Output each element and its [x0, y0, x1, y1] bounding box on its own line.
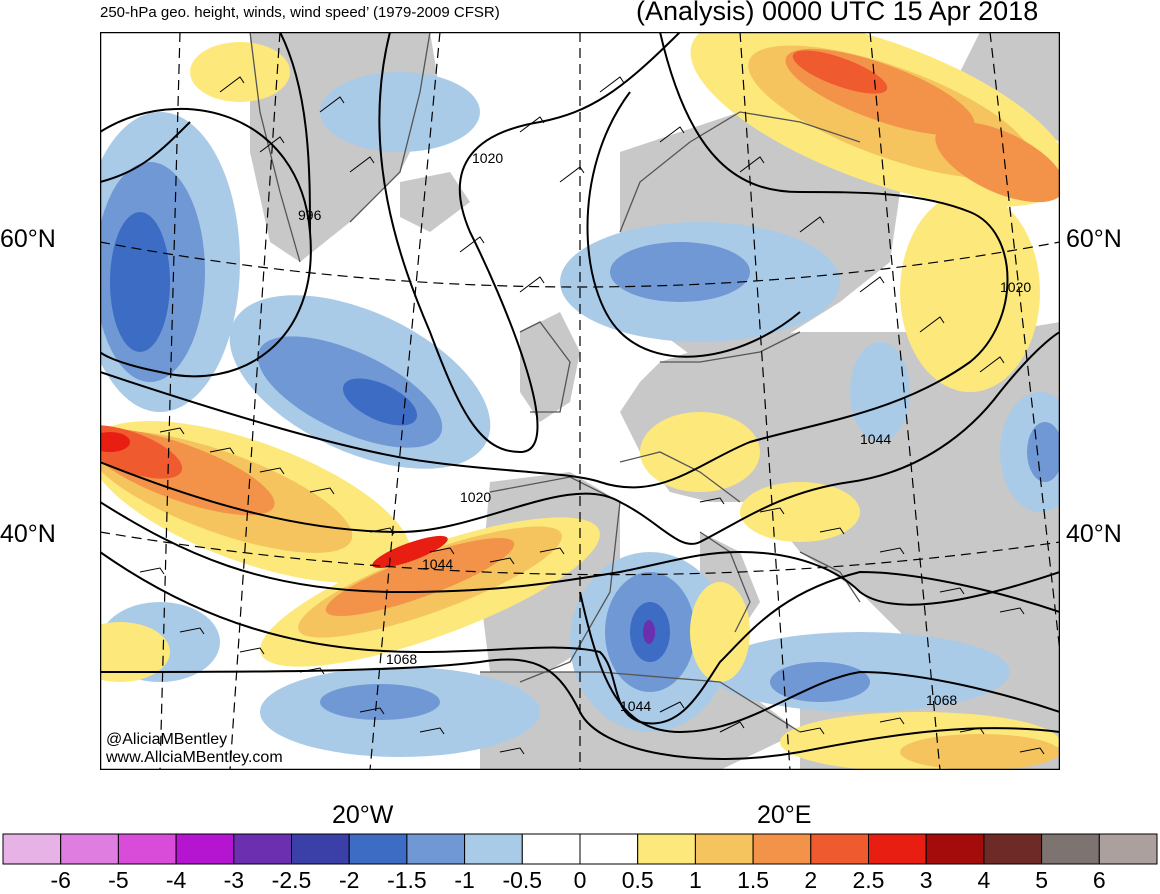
colorbar-tick-label: 3: [919, 867, 933, 893]
colorbar-tick-label: -2: [338, 867, 360, 893]
colorbar-swatch: [521, 833, 581, 865]
colorbar-swatch: [291, 833, 350, 865]
lat-label-40n-right: 40°N: [1066, 520, 1122, 548]
lat-label-60n-right: 60°N: [1066, 225, 1122, 253]
lon-label-20w: 20°W: [332, 801, 394, 829]
colorbar-tick-label: -2.5: [271, 867, 312, 893]
map-subtitle: 250-hPa geo. height, winds, wind speed’ …: [100, 4, 500, 21]
colorbar-tick-label: -4: [165, 867, 187, 893]
colorbar-swatch: [810, 833, 869, 865]
contour-label: 1044: [860, 431, 891, 447]
graticule: [100, 32, 1060, 770]
contour-labels: 996 1020 1020 1020 1044 1044 1044 1068 1…: [298, 150, 1031, 714]
credit-website: www.AliciaMBentley.com: [105, 749, 283, 766]
colorbar-swatch: [348, 833, 408, 865]
colorbar-swatch: [868, 833, 927, 865]
credit-handle: @AliciaMBentley: [106, 731, 227, 748]
colorbar-tick-label: -1: [454, 867, 475, 893]
colorbar-tick-label: 0.5: [621, 867, 654, 893]
colorbar-tick-label: 1: [688, 867, 702, 893]
contour-label: 1020: [472, 150, 503, 166]
colorbar-swatch: [117, 833, 177, 865]
colorbar-tick-label: 4: [977, 867, 991, 893]
colorbar-swatch: [464, 833, 523, 865]
colorbar-tick-label: 1.5: [737, 867, 770, 893]
colorbar-swatch: [925, 833, 985, 865]
colorbar-swatch: [60, 833, 119, 865]
map-frame: [100, 32, 1060, 770]
lat-label-40n-left: 40°N: [0, 520, 56, 548]
lon-label-20e: 20°E: [757, 801, 812, 829]
colorbar-tick-label: 6: [1092, 867, 1106, 893]
height-contours: [100, 32, 1060, 760]
colorbar-swatch: [406, 833, 466, 865]
colorbar-tick-label: 2.5: [852, 867, 885, 893]
colorbar-tick-label: -5: [108, 867, 129, 893]
colorbar-swatch: [2, 833, 62, 865]
contour-label: 1020: [460, 489, 491, 505]
colorbar-tick-label: -0.5: [502, 867, 543, 893]
colorbar-tick-label: 2: [804, 867, 818, 893]
colorbar-labels: -6 -5 -4 -3 -2.5 -2 -1.5 -1 -0.5 0 0.5 1 1.5 2 2.5 3 4 5 6: [0, 867, 1160, 893]
colorbar-swatch: [1041, 833, 1100, 865]
lat-label-60n-left: 60°N: [0, 225, 56, 253]
colorbar: [2, 833, 1158, 865]
colorbar-swatch: [175, 833, 235, 865]
colorbar-swatch: [1098, 833, 1158, 865]
wind-barbs: [139, 76, 1045, 755]
weather-map: 996 1020 1020 1020 1044 1044 1044 1068 1…: [100, 32, 1060, 770]
colorbar-tick-label: 5: [1035, 867, 1048, 893]
colorbar-tick-label: -3: [223, 867, 245, 893]
colorbar-swatch: [637, 833, 696, 865]
colorbar-swatch: [752, 833, 812, 865]
colorbar-tick-label: -6: [50, 867, 71, 893]
colorbar-tick-label: -1.5: [387, 867, 427, 893]
contour-label: 1044: [422, 556, 453, 572]
contour-label: 996: [298, 207, 322, 223]
map-title: (Analysis) 0000 UTC 15 Apr 2018: [636, 0, 1039, 26]
coastlines: [249, 32, 861, 733]
contour-label: 1068: [386, 651, 417, 667]
colorbar-swatch: [233, 833, 293, 865]
colorbar-swatch: [579, 833, 639, 865]
contour-label: 1020: [1000, 279, 1031, 295]
contour-label: 1068: [926, 692, 957, 708]
colorbar-tick-label: 0: [573, 867, 587, 893]
colorbar-swatch: [694, 833, 754, 865]
contour-label: 1044: [620, 698, 651, 714]
colorbar-swatch: [983, 833, 1043, 865]
